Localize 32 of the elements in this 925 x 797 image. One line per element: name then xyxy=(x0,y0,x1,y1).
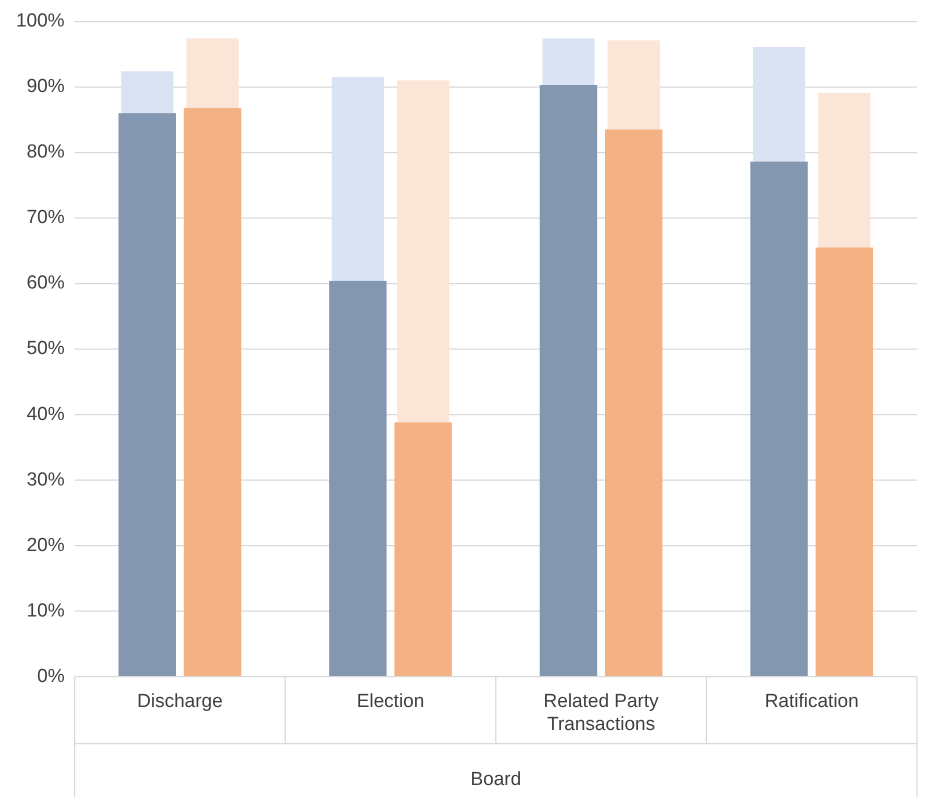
bar xyxy=(542,38,595,85)
x-tick-label: Discharge xyxy=(137,691,223,712)
bar xyxy=(118,113,176,676)
x-tick-label: Election xyxy=(356,691,424,712)
y-tick-label: 10% xyxy=(26,600,65,622)
y-tick-label: 40% xyxy=(26,404,65,425)
bar xyxy=(184,108,242,676)
bar xyxy=(121,71,174,114)
bar xyxy=(816,247,874,676)
bar xyxy=(750,162,808,676)
x-axis-title: Board xyxy=(470,768,522,790)
y-tick-label: 80% xyxy=(26,142,65,163)
bar xyxy=(818,92,870,248)
x-tick-label: Ratification xyxy=(764,691,859,712)
y-tick-label: 60% xyxy=(26,272,65,294)
y-tick-label: 20% xyxy=(26,534,65,556)
bar xyxy=(540,84,598,676)
bar xyxy=(605,130,662,676)
bar xyxy=(397,80,450,422)
y-tick-label: 90% xyxy=(26,76,65,98)
y-tick-label: 100% xyxy=(16,10,65,32)
bar xyxy=(186,38,239,108)
bar xyxy=(329,280,387,676)
y-tick-label: 70% xyxy=(26,207,65,228)
x-tick-label: Related Party Transactions xyxy=(544,691,660,736)
y-tick-label: 0% xyxy=(37,666,65,687)
bar xyxy=(752,46,806,162)
y-tick-label: 30% xyxy=(26,469,65,490)
bar xyxy=(608,40,660,130)
bar xyxy=(394,422,452,676)
bar xyxy=(332,77,384,281)
y-tick-label: 50% xyxy=(26,338,65,360)
